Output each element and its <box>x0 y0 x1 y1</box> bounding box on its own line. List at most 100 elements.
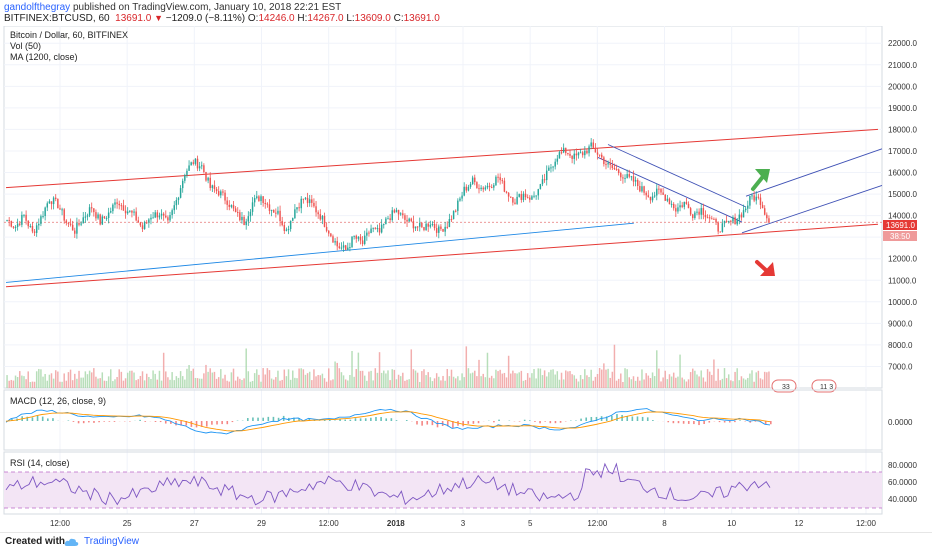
macd-pane[interactable] <box>4 390 882 450</box>
candle-body <box>30 226 31 227</box>
candle <box>231 204 232 208</box>
time-tick-label: 12:00 <box>319 519 340 528</box>
macd-histogram-bar <box>73 421 75 422</box>
chart-canvas[interactable]: 7000.08000.09000.010000.011000.012000.01… <box>0 26 932 532</box>
candle-body <box>703 208 704 215</box>
candle <box>466 184 467 192</box>
candle-body <box>32 226 33 231</box>
candle <box>118 201 119 210</box>
candle-body <box>711 218 712 219</box>
volume-bar <box>724 368 725 388</box>
candle <box>726 216 727 223</box>
candle <box>377 225 378 233</box>
candle <box>705 210 706 221</box>
candle-body <box>87 216 88 217</box>
candle <box>51 201 52 209</box>
candle <box>265 199 266 209</box>
volume-bar <box>499 370 500 388</box>
volume-bar <box>214 372 215 388</box>
candle <box>491 184 492 188</box>
volume-bar <box>764 372 765 388</box>
volume-bar <box>516 373 517 388</box>
volume-bar <box>495 370 496 388</box>
candle <box>336 237 337 250</box>
volume-bar <box>343 375 344 388</box>
tradingview-link[interactable]: TradingView <box>84 536 139 547</box>
time-tick-label: 12:00 <box>50 519 71 528</box>
volume-bar <box>140 376 141 388</box>
candle-body <box>715 219 716 222</box>
candle <box>15 225 16 232</box>
candle-body <box>677 207 678 211</box>
rsi-band <box>4 472 882 508</box>
volume-bar <box>599 368 600 388</box>
candle <box>313 198 314 207</box>
candle-body <box>705 215 706 217</box>
volume-bar <box>629 377 630 388</box>
volume-bar <box>161 381 162 388</box>
candle-body <box>482 188 483 190</box>
candle <box>402 210 403 219</box>
volume-bar <box>652 372 653 388</box>
candle <box>205 172 206 182</box>
volume-bar <box>529 378 530 388</box>
candle <box>650 197 651 204</box>
price-axis[interactable]: 7000.08000.09000.010000.011000.012000.01… <box>888 39 917 371</box>
candle-body <box>6 220 7 221</box>
candle-body <box>235 208 236 212</box>
volume-bar <box>358 353 359 388</box>
candle <box>514 199 515 205</box>
candle-body <box>453 211 454 219</box>
candle <box>57 198 58 208</box>
volume-bar <box>381 373 382 388</box>
candle-body <box>76 223 77 234</box>
candle <box>620 172 621 181</box>
candle <box>546 165 547 185</box>
candle-body <box>533 196 534 197</box>
candle-body <box>19 224 20 225</box>
candle <box>322 215 323 224</box>
volume-bar <box>315 376 316 388</box>
candle-body <box>300 199 301 208</box>
candle-body <box>394 210 395 212</box>
candle <box>218 186 219 196</box>
macd-histogram-bar <box>591 417 593 421</box>
candle <box>358 236 359 241</box>
candle <box>332 234 333 242</box>
candle <box>421 222 422 228</box>
candle <box>129 210 130 213</box>
candle-body <box>40 216 41 224</box>
volume-bar <box>432 381 433 388</box>
author-link[interactable]: gandolfthegray <box>4 2 70 13</box>
candle <box>745 206 746 212</box>
candle-body <box>544 179 545 180</box>
candle-body <box>679 205 680 207</box>
candle <box>480 185 481 191</box>
candle-body <box>694 213 695 218</box>
candle <box>656 184 657 200</box>
macd-histogram-bar <box>98 421 100 422</box>
volume-bar <box>296 378 297 388</box>
volume-bar <box>567 371 568 388</box>
candle <box>300 196 301 213</box>
candle-body <box>548 168 549 171</box>
main-pane[interactable] <box>4 26 882 388</box>
candle-body <box>131 211 132 213</box>
candle-body <box>190 162 191 165</box>
candle <box>567 153 568 156</box>
candle-body <box>538 189 539 195</box>
volume-bar <box>739 380 740 388</box>
time-tick-label: 10 <box>727 519 736 528</box>
candle-body <box>286 230 287 231</box>
macd-histogram-bar <box>421 421 423 426</box>
candle-body <box>730 221 731 222</box>
volume-bar <box>470 373 471 388</box>
volume-bar <box>662 377 663 388</box>
candle <box>243 215 244 225</box>
candle-body <box>567 153 568 154</box>
candle-body <box>590 142 591 146</box>
candle <box>624 174 625 182</box>
candle-body <box>449 219 450 227</box>
price-tick-label: 19000.0 <box>888 104 917 113</box>
